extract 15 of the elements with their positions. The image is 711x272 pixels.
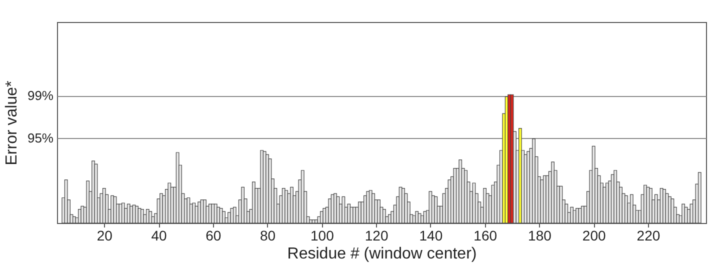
x-tick-label: 180 <box>528 228 552 244</box>
x-tick-label: 160 <box>474 228 498 244</box>
x-tick-label: 20 <box>96 228 113 244</box>
x-tick-label: 140 <box>419 228 443 244</box>
x-tick-label: 60 <box>206 228 222 244</box>
x-tick-label: 40 <box>151 228 168 244</box>
x-tick-label: 200 <box>582 228 606 244</box>
x-tick-label: 220 <box>636 228 660 244</box>
x-tick-label: 80 <box>260 228 276 244</box>
y-tick-label: 95% <box>27 130 54 146</box>
y-tick-label: 99% <box>27 88 54 104</box>
x-axis-title: Residue # (window center) <box>287 246 477 262</box>
x-tick-label: 100 <box>310 228 334 244</box>
x-tick-label: 120 <box>364 228 388 244</box>
y-axis-title: Error value* <box>3 80 20 166</box>
